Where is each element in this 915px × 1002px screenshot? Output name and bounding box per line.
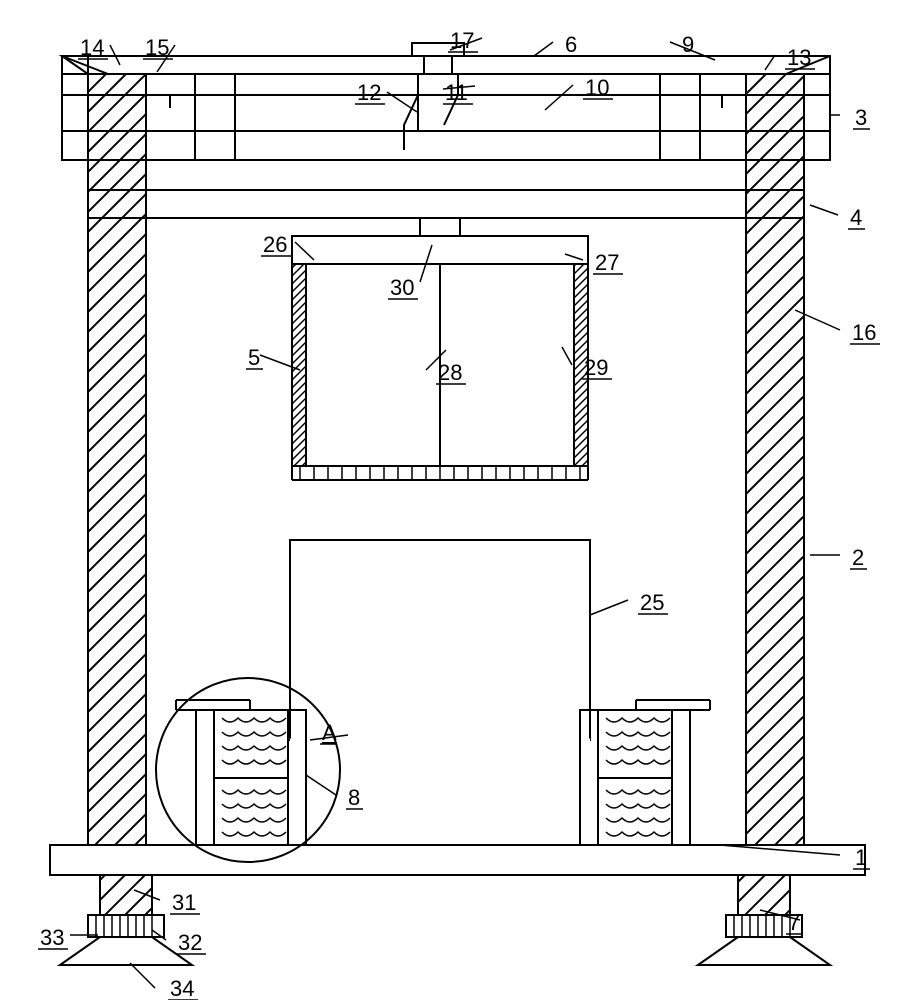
label-34: 34 (170, 976, 194, 1002)
label-33: 33 (40, 925, 64, 951)
label-15: 15 (145, 35, 169, 61)
detail-circle-a (156, 678, 340, 862)
foot-left (60, 875, 192, 965)
label-30: 30 (390, 275, 414, 301)
label-8: 8 (348, 785, 360, 811)
left-column (88, 160, 146, 845)
label-27: 27 (595, 250, 619, 276)
label-3: 3 (855, 105, 867, 131)
label-A: A (322, 720, 337, 746)
label-25: 25 (640, 590, 664, 616)
block-9-right (660, 74, 700, 160)
top-right-block (146, 56, 830, 160)
label-9: 9 (682, 32, 694, 58)
cross-beam-4 (88, 190, 804, 218)
top-beam-assembly (62, 56, 830, 160)
label-31: 31 (172, 890, 196, 916)
diagram-canvas (0, 0, 915, 1000)
label-14: 14 (80, 35, 104, 61)
right-column (746, 160, 804, 845)
label-6: 6 (565, 32, 577, 58)
label-11: 11 (445, 80, 468, 106)
label-5: 5 (248, 345, 260, 371)
label-12: 12 (357, 80, 381, 106)
label-10: 10 (585, 75, 609, 101)
label-26: 26 (263, 232, 287, 258)
hanging-box (292, 218, 588, 480)
label-4: 4 (850, 205, 862, 231)
foot-right (698, 875, 830, 965)
label-1: 1 (855, 845, 867, 871)
block-9-left (195, 74, 235, 160)
label-28: 28 (438, 360, 462, 386)
lower-box (290, 540, 590, 742)
label-29: 29 (584, 355, 608, 381)
label-16: 16 (852, 320, 876, 346)
label-32: 32 (178, 930, 202, 956)
damper-left (176, 700, 306, 845)
label-2: 2 (852, 545, 864, 571)
base-plate (50, 845, 865, 875)
label-13: 13 (787, 45, 811, 71)
label-17: 17 (450, 28, 474, 54)
label-7: 7 (788, 910, 800, 936)
damper-right (580, 700, 710, 845)
